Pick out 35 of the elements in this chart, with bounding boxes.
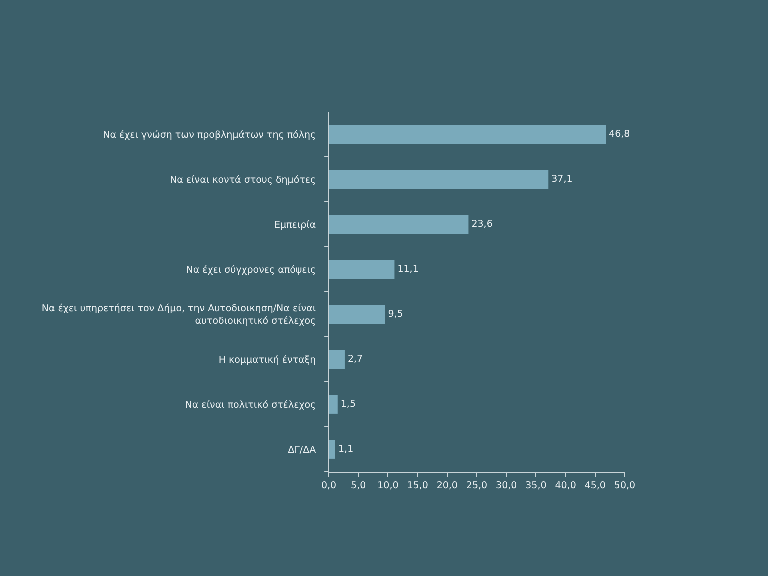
y-tick-label: Να έχει υπηρετήσει τον Δήμο, την Αυτοδιοικηση/Να είναι αυτοδιοικητικό στέλεχος <box>42 304 316 327</box>
x-tick-label: 20,0 <box>436 480 458 492</box>
y-tick-label: Εμπειρία <box>274 220 316 231</box>
x-tick-label: 40,0 <box>555 480 576 492</box>
data-label: 37,1 <box>552 174 573 185</box>
y-tick-label: Η κομματική ένταξη <box>218 354 316 366</box>
bar <box>329 395 338 414</box>
bar <box>329 350 345 369</box>
x-tick-label: 50,0 <box>614 480 636 492</box>
bar <box>329 170 549 189</box>
y-tick-label: Να έχει γνώση των προβλημάτων της πόλης <box>103 130 316 141</box>
bar <box>329 440 336 459</box>
bar <box>329 125 606 144</box>
x-tick-label: 10,0 <box>378 480 399 492</box>
data-label: 2,7 <box>348 354 364 365</box>
x-tick-label: 35,0 <box>526 480 547 492</box>
data-label: 1,5 <box>340 399 356 410</box>
data-label: 11,1 <box>398 264 419 275</box>
bar <box>329 215 469 234</box>
bar <box>329 260 395 279</box>
bar <box>329 305 386 324</box>
x-tick-label: 25,0 <box>466 480 488 492</box>
x-tick-label: 30,0 <box>496 480 518 492</box>
y-tick-label: Να είναι πολιτικό στέλεχος <box>185 400 316 411</box>
x-tick-label: 15,0 <box>407 480 428 492</box>
y-tick-label: Να είναι κοντά στους δημότες <box>170 174 316 186</box>
data-label: 9,5 <box>388 309 404 320</box>
x-tick-label: 5,0 <box>351 480 366 492</box>
data-label: 46,8 <box>609 129 630 140</box>
y-tick-label: ΔΓ/ΔΑ <box>288 444 317 456</box>
data-label: 23,6 <box>472 219 493 230</box>
x-tick-label: 0,0 <box>321 480 337 492</box>
data-label: 1,1 <box>338 444 354 455</box>
y-tick-label: Να έχει σύγχρονες απόψεις <box>186 264 316 276</box>
x-tick-label: 45,0 <box>584 480 606 492</box>
